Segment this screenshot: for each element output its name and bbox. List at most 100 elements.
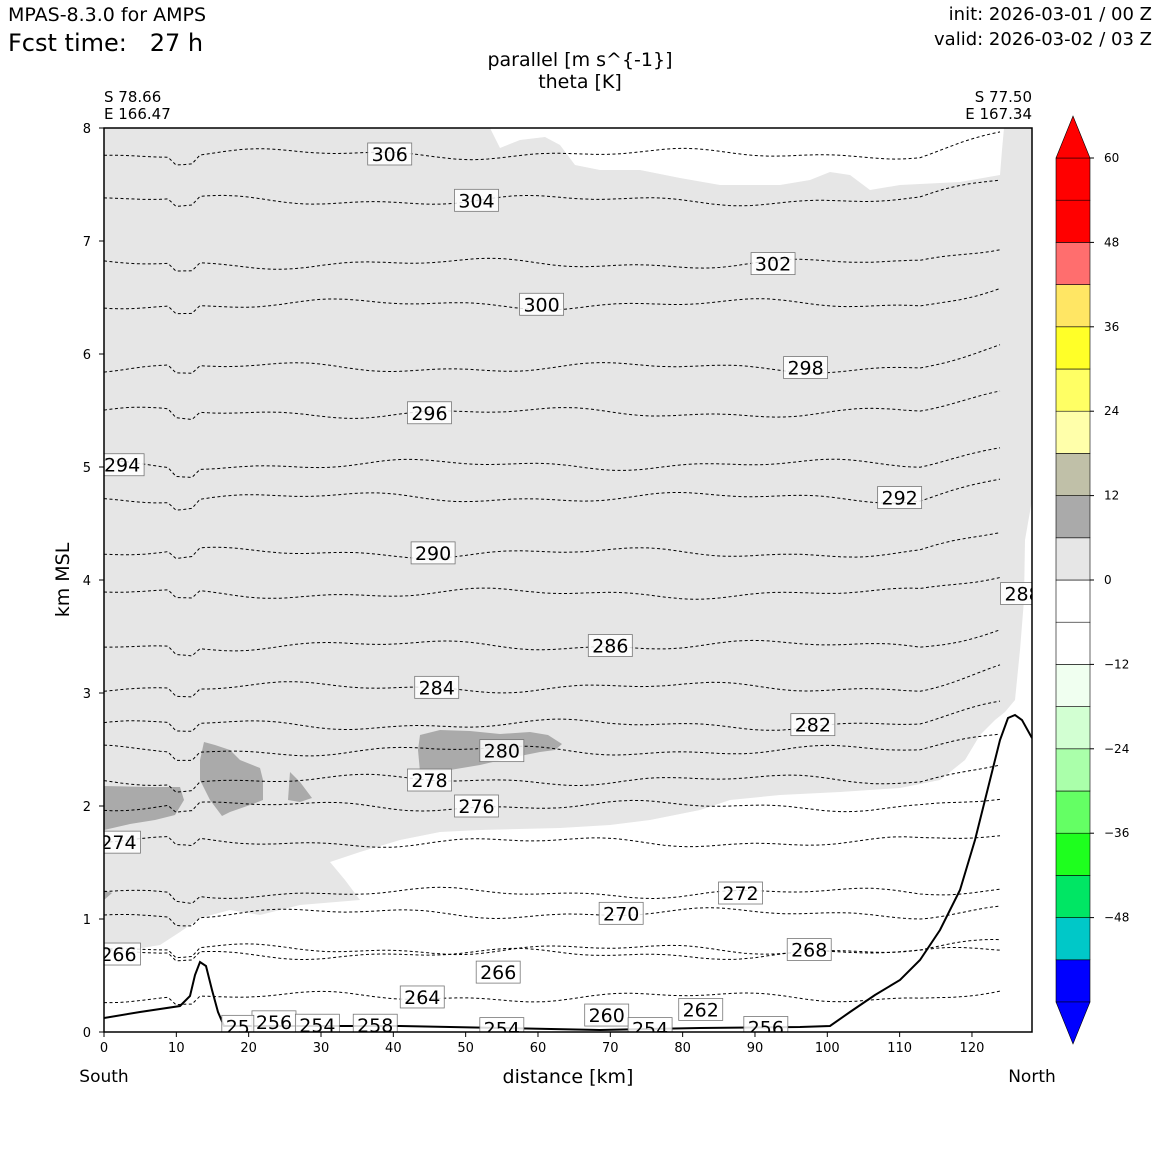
contour-label-text: 270	[603, 903, 639, 925]
contour-label-text: 288	[1004, 584, 1040, 606]
theta-contour-294	[104, 447, 1001, 478]
theta-contour-300	[104, 288, 1001, 315]
x-tick-label: 50	[457, 1041, 474, 1056]
colorbar-tick-label: −36	[1104, 826, 1129, 840]
y-tick-label: 1	[83, 913, 91, 928]
contour-label-box	[104, 830, 141, 854]
theta-contour-266	[104, 947, 1001, 962]
theta-contour-280	[104, 733, 1001, 761]
theta-contour-272	[104, 886, 1001, 905]
colorbar-tick-label: 48	[1104, 235, 1119, 249]
y-tick-label: 3	[83, 687, 91, 702]
contour-label-286: 286	[587, 634, 633, 658]
x-tick-label: 70	[602, 1041, 619, 1056]
colorbar-over-arrow	[1055, 115, 1091, 159]
contour-label-266: 266	[104, 942, 141, 966]
x-tick-label: 0	[100, 1041, 108, 1056]
contour-label-text: 300	[523, 294, 559, 316]
theta-contour-286	[104, 629, 1001, 657]
colorbar-tick-label: 0	[1104, 573, 1112, 587]
contour-label-text: 254	[632, 1019, 668, 1041]
contour-label-text: 284	[419, 677, 455, 699]
north-label: North	[1008, 1067, 1056, 1087]
colorbar-band	[1055, 453, 1091, 496]
contour-label-text: 278	[411, 770, 447, 792]
theta-contour-288	[104, 577, 1001, 600]
chart-subtitle: theta [K]	[538, 71, 622, 93]
contour-label-256: 256	[251, 1010, 297, 1034]
y-tick-label: 6	[83, 348, 91, 363]
contour-label-box	[750, 252, 796, 276]
contour-label-text: 254	[299, 1015, 335, 1037]
colorbar-band	[1055, 706, 1091, 750]
y-tick-label: 0	[83, 1026, 91, 1041]
contour-label-text: 254	[484, 1019, 520, 1041]
contour-label-box	[454, 794, 499, 818]
colorbar-band	[1055, 875, 1091, 918]
contour-label-box	[587, 634, 633, 657]
init-time: init: 2026-03-01 / 00 Z	[948, 4, 1152, 25]
contour-label-text: 276	[458, 796, 494, 818]
contour-label-292: 292	[877, 486, 923, 510]
y-tick-label: 4	[83, 574, 91, 589]
contour-label-text: 280	[484, 741, 520, 763]
contour-label-box	[783, 356, 829, 379]
axes: 0 10 20 30 40 50 60 70 80 90 100 110 120 0 1 2 3 4 5 6 7 8	[83, 122, 985, 1056]
contour-label-282: 282	[790, 713, 836, 737]
contour-label-text: 286	[592, 636, 628, 658]
contour-label-text: 272	[722, 883, 758, 905]
terrain-mask	[104, 715, 1032, 1032]
colorbar-band	[1055, 326, 1091, 370]
forecast-time: Fcst time: 27 h	[8, 29, 203, 57]
contour-label-box	[294, 1013, 340, 1032]
contour-label-text: 296	[411, 403, 447, 425]
contour-label-284: 284	[414, 675, 460, 699]
contour-label-text: 25	[226, 1016, 250, 1038]
contour-label-box	[718, 881, 763, 905]
theta-contour-264	[104, 990, 1001, 1006]
contour-label-box	[519, 292, 564, 316]
contour-label-276: 276	[454, 794, 499, 818]
contour-label-box	[627, 1017, 673, 1032]
contour-label-296: 296	[407, 401, 452, 425]
y-axis-label: km MSL	[52, 542, 74, 617]
contour-label-box	[479, 1017, 525, 1032]
right-endpoint-lon: E 167.34	[965, 105, 1032, 123]
contour-label-266: 266	[475, 960, 521, 984]
theta-contour-lines	[104, 131, 1001, 1006]
wind-fill-layer	[104, 128, 1032, 1032]
colorbar-tick-label: 36	[1104, 320, 1119, 334]
contour-label-box	[414, 675, 460, 699]
theta-contour-290	[104, 532, 1001, 560]
contour-label-text: 264	[404, 987, 440, 1009]
colorbar-band	[1055, 537, 1091, 581]
colorbar-band	[1055, 199, 1091, 243]
contour-label-254: 25	[221, 1014, 255, 1038]
contour-label-box	[678, 998, 724, 1021]
colorbar-tick-label: 24	[1104, 404, 1119, 418]
colorbar-band	[1055, 790, 1091, 834]
x-tick-label: 90	[747, 1041, 764, 1056]
contour-label-258: 258	[352, 1013, 398, 1032]
theta-contour-284	[104, 664, 1001, 698]
x-axis-label: distance [km]	[503, 1066, 634, 1088]
contour-label-text: 256	[256, 1012, 292, 1034]
colorbar-band	[1055, 368, 1091, 412]
colorbar-band	[1055, 917, 1091, 961]
theta-contour-306	[104, 131, 1001, 166]
forecast-time-value: 27 h	[149, 29, 204, 57]
contour-label-box	[367, 142, 413, 166]
contour-label-box	[479, 739, 525, 763]
contour-label-box	[877, 486, 923, 509]
x-tick-label: 40	[385, 1041, 402, 1056]
colorbar-tick-label: −48	[1104, 911, 1129, 925]
colorbar-tick-label: −12	[1104, 657, 1129, 671]
gray-region-blob	[200, 742, 263, 816]
x-tick-label: 60	[530, 1041, 547, 1056]
contour-label-box	[743, 1016, 789, 1032]
light-gray-region	[104, 128, 1032, 950]
colorbar-band	[1055, 832, 1091, 876]
x-tick-label: 80	[674, 1041, 691, 1056]
y-tick-label: 5	[83, 461, 91, 476]
y-tick-label: 7	[83, 235, 91, 250]
